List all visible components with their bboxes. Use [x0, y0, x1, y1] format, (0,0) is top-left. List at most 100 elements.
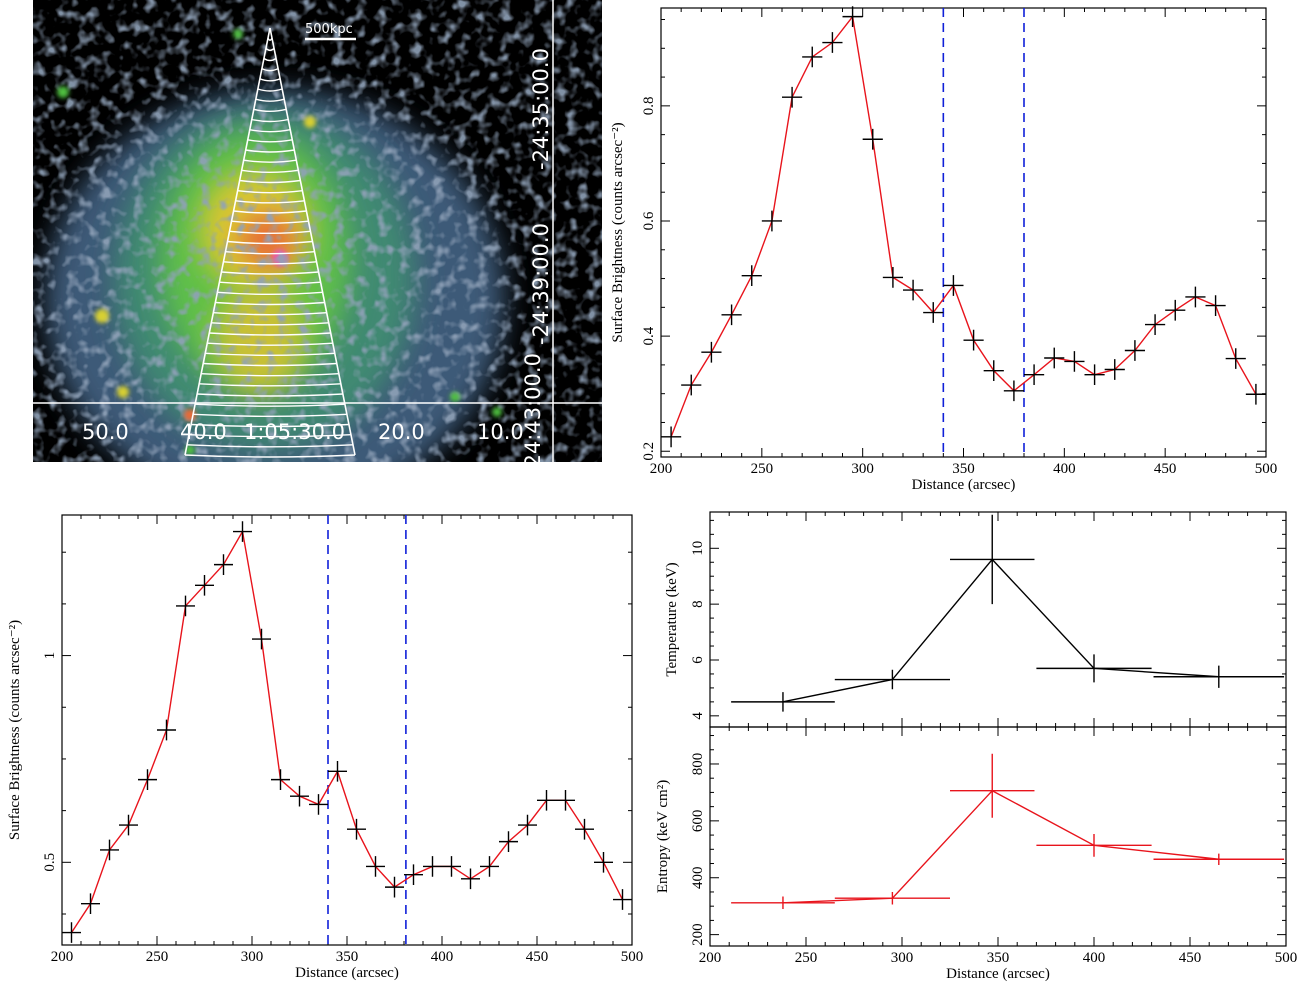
ra-label-2: 40.0 [180, 420, 227, 444]
data-point [802, 46, 823, 68]
data-point [100, 839, 119, 861]
data-point [782, 86, 803, 108]
sector-annulus [239, 179, 301, 184]
series-line [670, 14, 1257, 438]
x-tick-label: 250 [751, 461, 774, 477]
dec-label-1: -24:35:00.0 [529, 48, 553, 170]
data-point [1185, 286, 1206, 308]
sector-annulus [211, 322, 329, 326]
sector-annulus [219, 281, 321, 285]
data-point [499, 831, 518, 852]
data-point [62, 922, 81, 943]
sector-annulus [195, 403, 345, 407]
data-point [842, 6, 863, 27]
data-point [594, 851, 613, 873]
data-point [834, 669, 950, 690]
sector-annulus [201, 372, 339, 377]
sector-annulus [235, 200, 305, 204]
sector-annulus [217, 291, 323, 296]
data-point [233, 521, 252, 542]
data-point [862, 128, 883, 150]
sector-annulus [186, 444, 354, 448]
data-point [822, 32, 843, 53]
data-point [1104, 359, 1125, 380]
data-point [613, 889, 632, 910]
data-point [1153, 853, 1285, 865]
x-tick-label: 500 [1255, 461, 1278, 477]
data-point [480, 856, 499, 877]
ra-label-4: 20.0 [378, 420, 425, 444]
data-point [518, 814, 537, 836]
sector-annulus [259, 78, 281, 82]
sector-annulus [203, 362, 337, 367]
data-point [950, 514, 1035, 605]
data-point [761, 210, 782, 232]
data-point [943, 275, 964, 296]
sector-edge-right [269, 27, 356, 456]
data-point [923, 302, 944, 323]
data-point [575, 818, 594, 840]
y-tick-label: 200 [690, 923, 706, 946]
data-point [138, 769, 157, 790]
sector-annulus [197, 393, 343, 397]
ra-label-1: 50.0 [82, 420, 129, 444]
temperature-chart: 4 6 8 10 Temperature (keV) [664, 511, 1287, 728]
x-tick-label: 200 [650, 461, 673, 477]
data-point [1145, 314, 1166, 335]
sector-annulus [189, 433, 351, 438]
surface-brightness-chart-top: 200 250 300 350 400 450 500 0.2 0.4 0.6 0.8 Distanc… [610, 6, 1277, 493]
sector-annulus [231, 220, 309, 224]
data-point [1003, 380, 1024, 402]
data-point [309, 794, 328, 815]
y-axis-label: Surface Brightness (counts arcsec⁻²) [7, 620, 23, 840]
sector-annulus [205, 352, 335, 357]
x-tick-label: 400 [431, 949, 454, 965]
x-tick-label: 350 [987, 950, 1010, 966]
data-point [461, 868, 480, 890]
y-tick-label: 6 [690, 656, 706, 664]
sector-annulus [263, 57, 277, 62]
data-point [1165, 299, 1186, 321]
y-tick-label: 0.6 [641, 211, 657, 230]
data-point [681, 374, 702, 396]
x-tick-label: 500 [621, 949, 644, 965]
data-point [1044, 347, 1065, 369]
plot-frame [61, 514, 633, 946]
y-tick-label: 0.2 [641, 442, 657, 461]
data-point [1124, 340, 1145, 361]
x-tick-label: 400 [1053, 461, 1076, 477]
entropy-chart: 200 250 300 350 400 450 500 200 400 600 800 Distanc… [655, 726, 1297, 982]
data-point [81, 893, 100, 914]
sector-annulus [249, 128, 291, 133]
x-tick-label: 400 [1083, 950, 1106, 966]
y-tick-label: 1 [42, 652, 58, 660]
plot-frame [709, 511, 1287, 728]
data-point [1153, 665, 1285, 688]
data-point [252, 628, 271, 650]
data-point [157, 719, 176, 741]
data-point [983, 360, 1004, 382]
data-point [176, 595, 195, 617]
dec-label-2: -24:39:00.0 [529, 223, 553, 345]
sector-annulus [247, 139, 293, 143]
sector-annulus [241, 169, 299, 174]
sector-annulus [237, 189, 303, 194]
x-tick-label: 300 [241, 949, 264, 965]
series-line [782, 789, 1219, 904]
y-axis-label: Entropy (keV cm²) [655, 780, 671, 893]
data-point [423, 856, 442, 877]
data-point [882, 267, 903, 288]
data-point [404, 864, 423, 886]
sector-annulus [213, 311, 327, 316]
sector-annulus [261, 68, 279, 72]
data-point [1225, 348, 1246, 369]
ra-label-3: 1:05:30.0 [244, 420, 345, 444]
sector-annulus [215, 301, 325, 306]
sector-annulus [229, 230, 311, 235]
data-point [731, 692, 835, 712]
data-point [537, 789, 556, 811]
y-tick-label: 600 [690, 810, 706, 833]
x-tick-label: 200 [51, 949, 74, 965]
y-tick-label: 10 [690, 541, 706, 556]
